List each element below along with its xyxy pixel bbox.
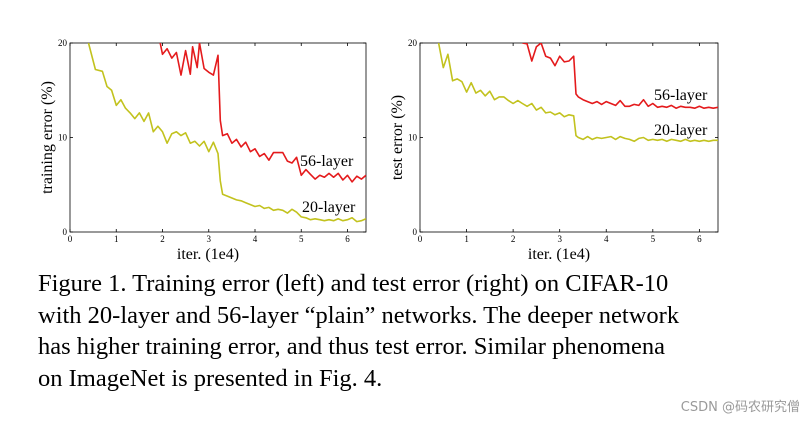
x-tick-label: 2 — [511, 234, 516, 244]
y-tick-label: 20 — [58, 38, 68, 48]
caption-line-2: with 20-layer and 56-layer “plain” netwo… — [38, 301, 680, 329]
x-tick-label: 3 — [557, 234, 562, 244]
series-line-20-layer — [87, 43, 366, 223]
watermark: CSDN @码农研究僧 — [680, 400, 800, 415]
y-tick-label: 10 — [408, 133, 418, 143]
x-tick-label: 4 — [253, 234, 258, 244]
series-label-56-layer: 56-layer — [300, 153, 354, 170]
y-tick-label: 0 — [413, 227, 418, 237]
x-tick-label: 1 — [114, 234, 119, 244]
x-tick-label: 2 — [160, 234, 165, 244]
x-tick-label: 5 — [651, 234, 656, 244]
series-line-20-layer — [437, 43, 718, 143]
caption-line-1: Figure 1. Training error (left) and test… — [38, 270, 669, 297]
x-tick-label: 4 — [604, 234, 609, 244]
series-label-56-layer: 56-layer — [654, 87, 708, 104]
y-axis-label: training error (%) — [39, 81, 56, 194]
training-error-plot: 0 1 2 3 4 5 6 0 10 20 iter. (1e4) training error (%… — [39, 38, 367, 263]
caption-line-3: has higher training error, and thus test… — [38, 333, 665, 360]
test-error-plot: 0 1 2 3 4 5 6 0 10 20 iter. (1e4) test error (%) 56-… — [389, 38, 719, 263]
caption-line-4: on ImageNet is presented in Fig. 4. — [38, 364, 383, 392]
x-tick-label: 5 — [299, 234, 304, 244]
y-tick-label: 20 — [408, 38, 418, 48]
x-axis-label: iter. (1e4) — [528, 246, 590, 263]
x-tick-label: 0 — [418, 234, 423, 244]
series-label-20-layer: 20-layer — [302, 199, 356, 216]
series-line-56-layer — [159, 43, 366, 183]
y-tick-label: 0 — [63, 227, 68, 237]
y-tick-label: 10 — [58, 133, 68, 143]
x-tick-label: 0 — [68, 234, 73, 244]
x-tick-label: 1 — [464, 234, 469, 244]
series-label-20-layer: 20-layer — [654, 122, 708, 139]
x-tick-label: 6 — [697, 234, 702, 244]
x-axis-label: iter. (1e4) — [177, 246, 239, 263]
x-tick-label: 6 — [345, 234, 350, 244]
series-line-56-layer — [522, 43, 718, 109]
x-tick-label: 3 — [207, 234, 212, 244]
figure-caption: Figure 1. Training error (left) and test… — [38, 268, 728, 394]
y-axis-label: test error (%) — [389, 95, 406, 180]
